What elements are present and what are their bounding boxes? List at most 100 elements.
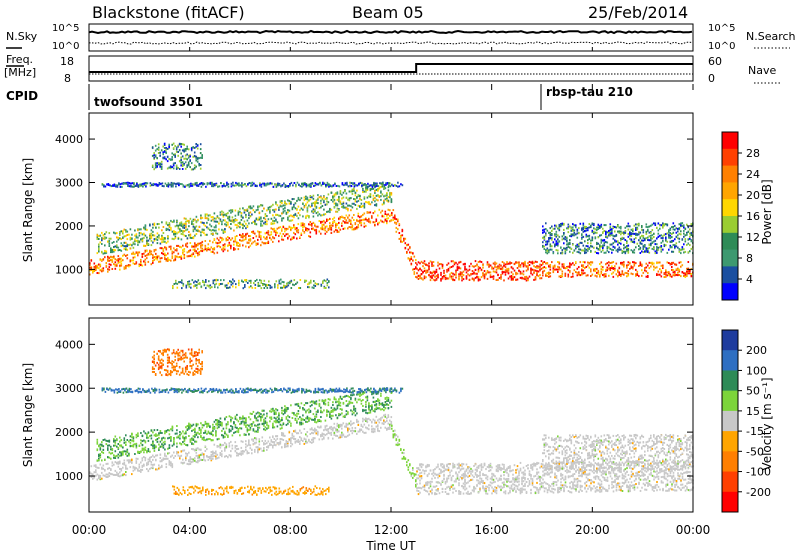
scatter-point <box>234 449 237 452</box>
scatter-point <box>165 259 168 262</box>
scatter-point <box>309 221 312 223</box>
scatter-point <box>683 224 685 227</box>
scatter-point <box>570 233 573 236</box>
scatter-point <box>206 455 208 457</box>
scatter-point <box>338 195 340 198</box>
scatter-point <box>162 247 165 250</box>
scatter-point <box>312 208 315 211</box>
scatter-point <box>515 273 517 276</box>
scatter-point <box>110 259 112 262</box>
scatter-point <box>573 229 576 232</box>
scatter-point <box>330 199 333 201</box>
scatter-point <box>329 217 331 220</box>
scatter-point <box>197 461 199 464</box>
scatter-point <box>245 233 247 236</box>
scatter-point <box>674 263 676 266</box>
scatter-point <box>360 221 363 224</box>
scatter-point <box>557 270 559 273</box>
scatter-point <box>455 276 457 279</box>
scatter-point <box>314 203 316 206</box>
scatter-point <box>575 247 577 250</box>
scatter-point <box>341 431 343 434</box>
scatter-point <box>602 247 604 250</box>
scatter-point <box>614 235 616 238</box>
scatter-point <box>660 241 663 244</box>
scatter-point <box>351 202 354 205</box>
scatter-point <box>624 226 627 229</box>
scatter-point <box>183 227 186 229</box>
scatter-point <box>230 223 232 225</box>
scatter-point <box>287 236 289 239</box>
scatter-point <box>168 143 170 146</box>
scatter-point <box>416 276 418 279</box>
scatter-point <box>582 261 585 263</box>
scatter-point <box>150 232 153 235</box>
scatter-point <box>470 273 472 275</box>
scatter-point <box>219 246 222 249</box>
scatter-point <box>198 457 201 460</box>
scatter-point <box>338 430 340 433</box>
scatter-point <box>304 280 306 283</box>
scatter-point <box>662 264 664 267</box>
scatter-point <box>645 247 648 250</box>
scatter-point <box>330 431 333 434</box>
scatter-point <box>188 459 190 462</box>
scatter-point <box>386 214 388 217</box>
scatter-point <box>285 233 288 236</box>
scatter-point <box>184 167 187 170</box>
scatter-point <box>555 240 558 243</box>
scatter-point <box>363 222 366 225</box>
scatter-point <box>260 220 262 223</box>
scatter-point <box>626 266 628 269</box>
scatter-point <box>522 273 525 276</box>
scatter-point <box>172 142 175 145</box>
scatter-point <box>285 203 288 206</box>
scatter-point <box>336 229 339 232</box>
scatter-point <box>256 184 258 187</box>
scatter-point <box>290 227 292 229</box>
scatter-point <box>225 237 228 240</box>
scatter-point <box>249 447 252 450</box>
scatter-point <box>96 252 99 255</box>
scatter-point <box>356 184 359 187</box>
scatter-point <box>524 276 526 278</box>
scatter-point <box>218 456 220 459</box>
scatter-point <box>446 263 448 266</box>
scatter-point <box>606 269 609 272</box>
scatter-point <box>169 183 171 186</box>
scatter-point <box>144 457 147 460</box>
scatter-point <box>320 426 322 429</box>
scatter-point <box>221 450 223 453</box>
scatter-point <box>630 233 633 236</box>
scatter-point <box>120 264 123 267</box>
scatter-point <box>315 199 318 202</box>
scatter-point <box>203 455 205 457</box>
scatter-point <box>539 269 541 272</box>
scatter-point <box>185 452 187 455</box>
scatter-point <box>221 220 223 223</box>
scatter-point <box>101 471 103 474</box>
scatter-point <box>215 183 218 186</box>
scatter-point <box>175 279 177 282</box>
scatter-point <box>204 450 207 452</box>
scatter-point <box>527 266 529 269</box>
scatter-point <box>614 239 616 242</box>
scatter-point <box>344 190 346 192</box>
scatter-point <box>314 437 316 440</box>
scatter-point <box>381 209 384 212</box>
scatter-point <box>512 267 514 270</box>
scatter-point <box>309 223 312 226</box>
scatter-point <box>477 276 480 279</box>
scatter-point <box>569 241 571 244</box>
scatter-point <box>248 452 250 454</box>
scatter-point <box>294 430 297 433</box>
scatter-point <box>234 223 237 226</box>
scatter-point <box>309 231 312 234</box>
scatter-point <box>234 235 237 238</box>
scatter-point <box>348 214 351 217</box>
scatter-point <box>363 212 366 215</box>
scatter-point <box>549 264 552 266</box>
scatter-point <box>159 460 162 463</box>
scatter-point <box>217 286 219 289</box>
scatter-point <box>662 267 664 269</box>
